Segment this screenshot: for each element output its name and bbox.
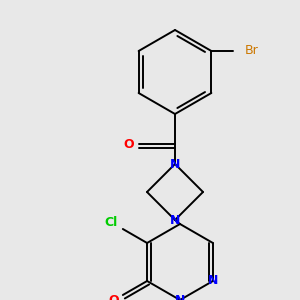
Text: Cl: Cl [104,215,117,229]
Text: O: O [109,293,119,300]
Text: N: N [170,158,180,170]
Text: N: N [208,274,218,287]
Text: N: N [170,214,180,226]
Text: Br: Br [244,44,258,58]
Text: N: N [175,293,185,300]
Text: O: O [124,137,134,151]
